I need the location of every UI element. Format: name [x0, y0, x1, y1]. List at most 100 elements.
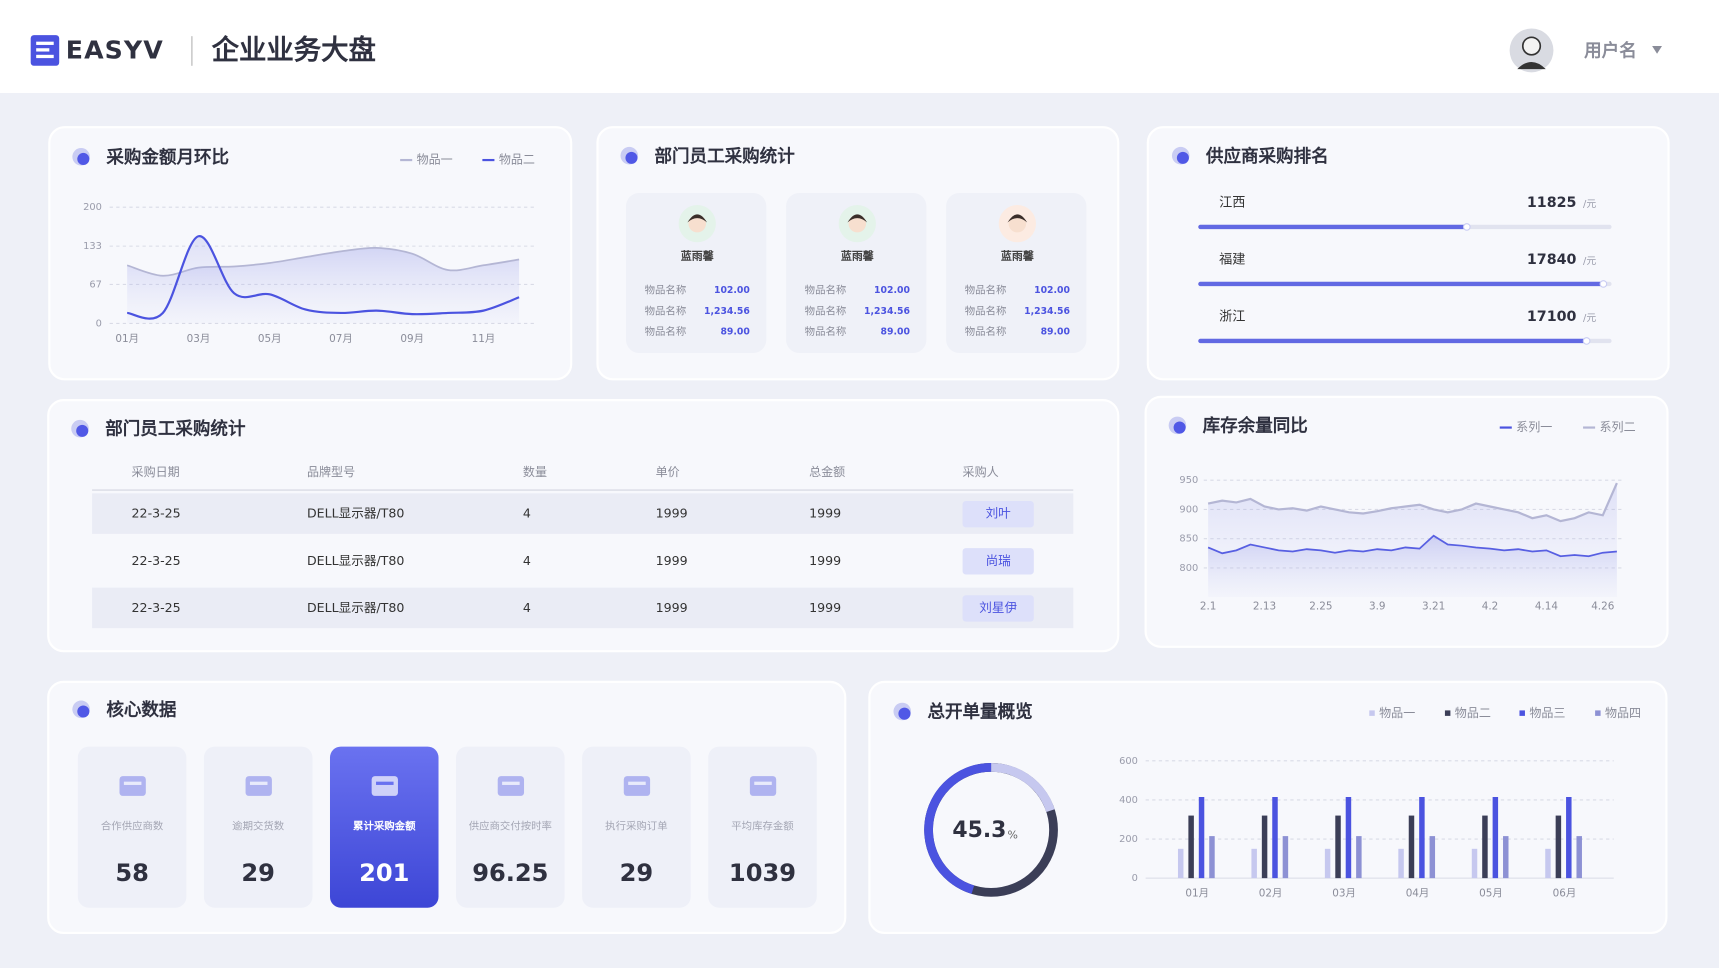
- core-label: 逾期交货数: [232, 820, 285, 833]
- x-tick-label: 03月: [1332, 887, 1356, 899]
- x-tick-label: 09月: [400, 333, 424, 345]
- staff-row-label: 物品名称: [645, 325, 687, 338]
- core-icon: [249, 781, 268, 785]
- bar: [1555, 815, 1562, 879]
- core-icon: [119, 776, 146, 796]
- y-tick-label: 400: [1119, 795, 1138, 806]
- staff-row-label: 物品名称: [805, 325, 847, 338]
- bar: [1398, 848, 1404, 879]
- table-cell: 1999: [809, 506, 841, 521]
- panel: [1146, 126, 1670, 381]
- supplier-bar: [1198, 338, 1587, 344]
- user-name[interactable]: 用户名: [1584, 41, 1637, 62]
- staff-row-value: 1,234.56: [1024, 306, 1070, 317]
- legend-swatch: [1595, 710, 1601, 716]
- supplier-unit: /元: [1583, 256, 1596, 267]
- supplier-bar: [1198, 224, 1467, 230]
- bar: [1429, 836, 1436, 879]
- supplier-bar-end: [1599, 280, 1608, 288]
- table-cell: 22-3-25: [132, 600, 181, 615]
- table-header: 品牌型号: [307, 465, 355, 479]
- staff-avatar-hair: [687, 214, 708, 223]
- page-title: 企业业务大盘: [212, 34, 376, 66]
- supplier-unit: /元: [1583, 199, 1596, 210]
- title-icon: [1173, 421, 1186, 434]
- staff-card: [946, 192, 1087, 354]
- table-cell: 1999: [656, 506, 688, 521]
- panel-title: 库存余量同比: [1203, 415, 1308, 436]
- core-icon: [497, 776, 525, 796]
- table-cell: 4: [523, 553, 531, 568]
- staff-name: 蓝雨馨: [841, 249, 875, 263]
- bar: [1492, 797, 1499, 879]
- bar: [1566, 797, 1572, 879]
- legend-label: 物品二: [1455, 706, 1491, 720]
- table-cell: 22-3-25: [132, 506, 181, 521]
- y-tick-label: 600: [1119, 756, 1138, 767]
- bar: [1482, 815, 1488, 879]
- bar: [1261, 815, 1268, 879]
- staff-row-label: 物品名称: [805, 284, 847, 297]
- core-icon: [376, 781, 394, 785]
- staff-row-value: 102.00: [874, 285, 910, 296]
- core-icon: [754, 781, 772, 785]
- staff-avatar-hair: [1007, 214, 1028, 223]
- logo-icon: [36, 41, 54, 45]
- x-tick-label: 3.9: [1369, 600, 1386, 612]
- core-value: 96.25: [472, 859, 548, 887]
- core-card: [582, 746, 691, 908]
- user-menu-arrow[interactable]: [1652, 46, 1662, 54]
- x-tick-label: 07月: [329, 333, 353, 345]
- core-label: 执行采购订单: [605, 820, 667, 833]
- staff-row-value: 89.00: [720, 327, 750, 338]
- bar: [1419, 797, 1425, 879]
- bar: [1408, 815, 1415, 879]
- staff-card: [786, 192, 927, 354]
- bar: [1198, 797, 1205, 879]
- staff-name: 蓝雨馨: [1001, 249, 1035, 263]
- bar: [1272, 797, 1278, 879]
- x-tick-label: 4.2: [1482, 600, 1499, 612]
- x-tick-label: 4.14: [1535, 600, 1559, 612]
- legend-label: 物品一: [417, 153, 453, 167]
- buyer-name: 刘叶: [986, 506, 1012, 521]
- bar: [1345, 797, 1352, 879]
- staff-card: [625, 192, 767, 354]
- staff-avatar-hair: [847, 214, 868, 223]
- table-cell: DELL显示器/T80: [307, 506, 404, 521]
- supplier-bar-end: [1462, 223, 1471, 231]
- panel-title: 供应商采购排名: [1205, 146, 1329, 167]
- table-header: 数量: [523, 464, 547, 479]
- y-tick-label: 850: [1179, 534, 1198, 545]
- staff-row-label: 物品名称: [645, 304, 687, 317]
- table-header: 总金额: [809, 464, 845, 479]
- core-card: [77, 746, 187, 908]
- panel-title: 核心数据: [106, 699, 177, 720]
- supplier-bar: [1198, 281, 1604, 287]
- title-icon: [77, 705, 90, 718]
- x-tick-label: 3.21: [1422, 600, 1445, 612]
- staff-row-label: 物品名称: [645, 284, 687, 297]
- core-value: 29: [620, 859, 654, 887]
- legend-label: 系列一: [1516, 420, 1552, 434]
- core-icon: [123, 781, 142, 785]
- x-tick-label: 01月: [1185, 887, 1209, 899]
- supplier-value: 17840: [1527, 252, 1577, 268]
- legend-label: 物品三: [1529, 706, 1565, 720]
- user-avatar-body: [1517, 61, 1546, 70]
- buyer-name: 尚瑞: [986, 553, 1012, 568]
- core-icon: [749, 776, 777, 796]
- bar: [1471, 848, 1478, 879]
- staff-row-label: 物品名称: [965, 284, 1007, 297]
- bar: [1503, 836, 1509, 879]
- buyer-name: 刘星伊: [979, 600, 1017, 615]
- staff-row-value: 89.00: [1041, 327, 1071, 338]
- y-tick-label: 800: [1179, 563, 1198, 574]
- legend-swatch: [1519, 710, 1525, 716]
- legend-label: 系列二: [1600, 420, 1636, 434]
- user-avatar-face: [1521, 36, 1542, 56]
- logo-text: EASYV: [66, 36, 164, 65]
- table-header: 采购日期: [132, 464, 180, 479]
- buyer-badge: [962, 548, 1034, 575]
